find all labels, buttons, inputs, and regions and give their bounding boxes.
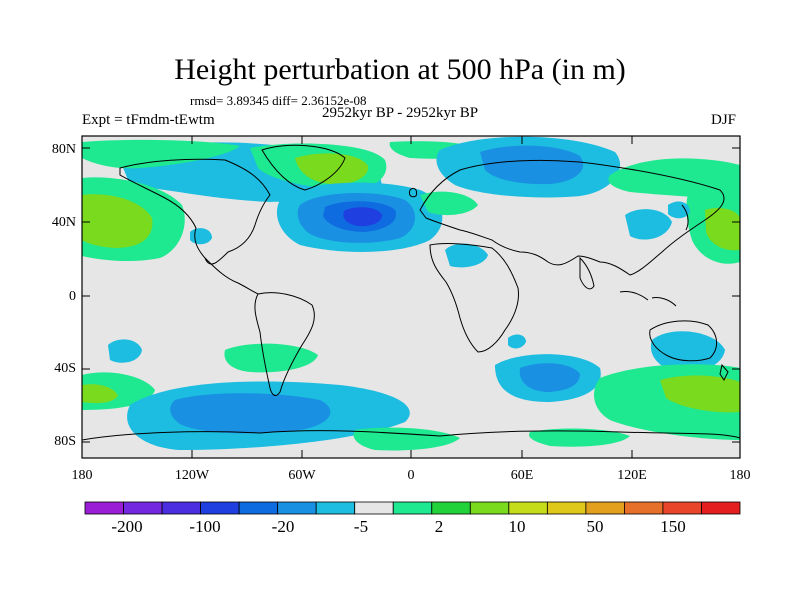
contour-green-antarctica-east [529,428,630,447]
contour-fields [82,136,740,451]
colorbar-swatch [123,501,163,515]
lat-tick-label: 40N [51,215,76,230]
lon-tick-label: 180 [729,468,751,483]
colorbar-swatch [624,501,664,515]
colorbar [84,501,741,515]
lon-tick-label: 60E [510,468,534,483]
colorbar-swatch [392,501,433,515]
contour-cyan-mediterranean [445,243,488,268]
coast-indonesia [619,291,677,307]
colorbar-label: 2 [434,517,444,536]
colorbar-swatch [238,501,279,515]
lat-tick-label: 0 [69,289,76,304]
contour-blue-siberia [480,145,584,185]
coast-south-america [254,292,315,396]
lon-tick-label: 180 [71,468,93,483]
season-label: DJF [710,112,736,128]
contour-lime-left-south [82,384,118,404]
contour-lime-wpacific [705,208,740,251]
contour-cyan-china [668,201,690,219]
contour-green-siberia-south [420,191,478,216]
colorbar-swatch [546,501,587,515]
colorbar-swatch [315,501,356,515]
stats-text: rmsd= 3.89345 diff= 2.36152e-08 [190,93,367,108]
colorbar-swatch [200,501,240,515]
contour-lime-epacific [82,194,153,248]
colorbar-label: -200 [111,517,143,536]
colorbar-label: -20 [271,517,295,536]
colorbar-swatch [662,501,702,515]
colorbar-swatch [469,501,510,515]
contour-green-spacific [224,343,318,373]
coast-australia [649,320,717,362]
lat-tick-label: 80N [51,142,76,157]
contour-core-natlantic [343,207,382,227]
coast-central-america [204,257,259,295]
coast-new-zealand [719,363,729,381]
contour-cyan-safrica [508,334,526,349]
colorbar-swatch [354,501,394,515]
colorbar-swatch [431,501,471,515]
contour-cyan-australia [650,331,725,372]
colorbar-swatch [277,501,317,515]
coast-north-america [119,158,271,265]
coast-japan [681,204,689,231]
lon-tick-label: 120W [174,468,210,483]
colorbar-label: 50 [586,517,604,536]
colorbar-label: -100 [189,517,221,536]
period-label: 2952kyr BP - 2952kyr BP [322,105,479,121]
contour-lime-tasman [660,375,740,413]
coastlines [82,144,740,441]
contour-green-antarctica [353,427,460,451]
coast-eurasia [419,159,725,276]
colorbar-label: -5 [353,517,369,536]
colorbar-swatch [84,501,124,515]
map-title: Height perturbation at 500 hPa (in m) [174,53,626,86]
coast-antarctica [82,430,740,441]
colorbar-label: 10 [508,517,526,536]
contour-blue-southern-ocean [170,393,331,434]
colorbar-swatch [161,501,201,515]
colorbar-swatch [585,501,625,515]
lon-tick-label: 60W [288,468,316,483]
coast-africa [429,243,519,353]
contour-cyan-japan [625,209,672,240]
coast-british-isles [409,187,417,198]
contour-green-nw [82,139,240,169]
contour-cyan-spacific-small [108,339,142,363]
experiment-label: Expt = tFmdm-tEwtm [82,112,215,128]
colorbar-swatch [701,501,741,515]
coast-greenland [261,144,346,191]
colorbar-label: 150 [660,517,686,536]
lon-tick-label: 0 [407,468,415,483]
axis-ticks [81,136,741,458]
coast-india [579,256,595,290]
contour-lime-greenland [295,153,369,185]
lat-tick-label: 80S [54,434,76,449]
contour-blue-indian [519,363,580,392]
lon-tick-label: 120E [617,468,647,483]
lat-tick-label: 40S [54,361,76,376]
colorbar-swatch [508,501,548,515]
